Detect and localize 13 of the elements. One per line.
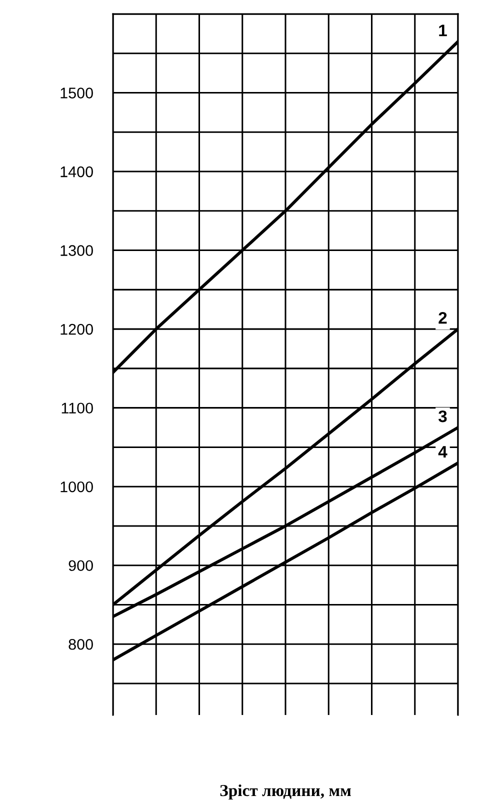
y-tick-label: 900 xyxy=(68,560,93,572)
y-tick-label: 1000 xyxy=(60,481,93,492)
y-tick-label: 1300 xyxy=(60,245,93,256)
y-tick-label: 800 xyxy=(68,638,93,650)
y-tick-label: 1400 xyxy=(60,166,93,178)
y-tick-label: 1200 xyxy=(60,324,93,335)
series-label: 3 xyxy=(438,410,447,422)
series-label: 1 xyxy=(439,24,447,36)
y-tick-label: 1100 xyxy=(62,402,93,414)
y-tick-label: 1500 xyxy=(60,88,93,98)
series-label: 2 xyxy=(438,312,447,324)
series-label: 4 xyxy=(438,446,448,458)
x-axis-title: Зріст людини, мм xyxy=(220,784,351,800)
